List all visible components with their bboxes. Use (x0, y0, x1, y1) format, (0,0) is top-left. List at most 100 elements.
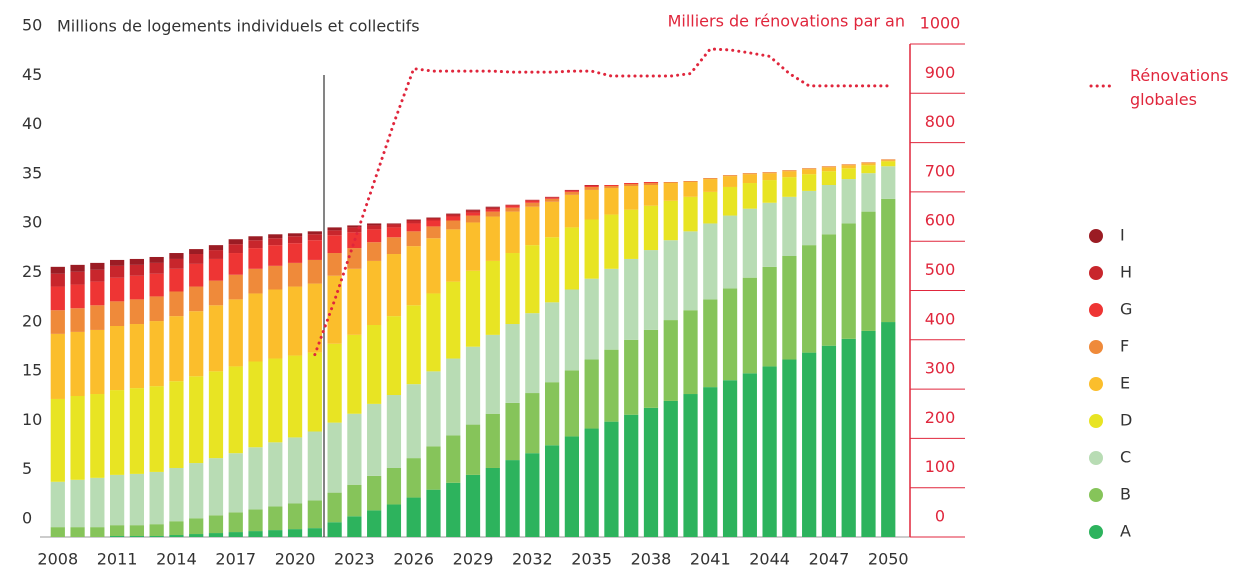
bar-segment (109, 265, 125, 278)
bar-segment (564, 436, 580, 537)
bar-segment (129, 275, 145, 300)
bar-segment (465, 215, 481, 223)
bar-segment (505, 460, 520, 537)
bar-segment (683, 310, 698, 395)
bar-segment (485, 467, 500, 537)
y-tick-label: 50 (22, 16, 42, 35)
bar-segment (564, 194, 580, 228)
bar-segment (208, 533, 224, 537)
bar-segment (189, 463, 204, 519)
legend-label: C (1120, 448, 1131, 467)
legend-label: H (1120, 263, 1132, 282)
bar-segment (208, 245, 224, 251)
bar-segment (446, 214, 461, 217)
bar-segment (742, 174, 757, 184)
bar-segment (703, 223, 718, 300)
bar-segment (722, 380, 738, 537)
bar-segment (485, 260, 500, 335)
legend-swatch (1089, 229, 1103, 243)
bar-segment (169, 381, 184, 468)
bar-segment (149, 386, 164, 472)
bar-segment (861, 330, 876, 537)
bar-segment (505, 402, 520, 461)
legend-swatch (1089, 414, 1103, 428)
x-tick-label: 2047 (809, 550, 850, 569)
y2-tick-label: 200 (925, 408, 956, 427)
bar-segment (406, 231, 421, 247)
bar-segment (228, 253, 243, 275)
bar-segment (604, 184, 619, 186)
bar-segment (50, 266, 65, 274)
bar-segment (841, 179, 856, 224)
bar-segment (268, 234, 283, 239)
x-tick-label: 2032 (512, 550, 553, 569)
bar-segment (762, 173, 777, 181)
y2-tick-label: 300 (925, 359, 956, 378)
bar-segment (663, 200, 678, 241)
bar-segment (169, 521, 184, 536)
bar-segment (189, 534, 204, 537)
bar-segment (129, 299, 145, 325)
bar-segment (485, 206, 500, 208)
bar-segment (821, 184, 837, 235)
bar-segment (129, 525, 145, 537)
bar-segment (643, 182, 659, 184)
bar-segment (782, 170, 797, 172)
legend-swatch (1089, 488, 1103, 502)
bar-segment (287, 243, 303, 263)
bar-segment (189, 249, 204, 255)
bar-segment (446, 281, 461, 359)
bar-segment (367, 403, 382, 476)
bar-segment (643, 205, 659, 251)
bar-segment (50, 527, 65, 537)
bar-segment (584, 186, 599, 190)
bar-segment (287, 437, 303, 504)
bar-segment (70, 527, 85, 537)
bar-segment (268, 238, 283, 246)
x-tick-label: 2050 (868, 550, 909, 569)
bar-segment (446, 482, 461, 537)
x-tick-label: 2011 (97, 550, 138, 569)
bar-segment (782, 177, 797, 197)
x-tick-label: 2041 (690, 550, 731, 569)
bar-segment (624, 209, 639, 259)
bar-segment (228, 532, 243, 537)
bar-segment (129, 473, 145, 526)
bar-segment (70, 271, 85, 285)
bar-segment (446, 358, 461, 436)
x-tick-label: 2008 (37, 550, 78, 569)
bar-segment (208, 371, 224, 459)
bar-segment (70, 331, 85, 397)
bar-segment (50, 481, 65, 528)
bar-segment (663, 183, 678, 201)
y-tick-label: 0 (22, 509, 32, 528)
bar-segment (584, 189, 599, 220)
bar-segment (149, 256, 164, 263)
bar-segment (465, 424, 481, 475)
bar-segment (544, 196, 560, 198)
bar-segment (525, 453, 540, 537)
bar-segment (70, 264, 85, 272)
y2-tick-label: 0 (935, 507, 945, 526)
bar-segment (327, 492, 342, 523)
bar-segment (367, 229, 382, 243)
bar-segment (208, 280, 224, 306)
bar-segment (90, 477, 105, 528)
bar-segment (426, 220, 441, 227)
bar-segment (248, 240, 263, 249)
bar-segment (762, 172, 777, 174)
bar-segment (109, 474, 125, 526)
bar-segment (406, 223, 421, 232)
bar-segment (307, 352, 322, 432)
bar-segment (169, 268, 184, 292)
bar-segment (722, 186, 738, 216)
bar-segment (90, 305, 105, 330)
bar-segment (50, 310, 65, 334)
bar-segment (861, 173, 876, 212)
legend-swatch (1089, 266, 1103, 280)
bar-segment (544, 237, 560, 303)
bar-segment (465, 346, 481, 425)
bar-segment (307, 240, 322, 260)
bar-segment (604, 187, 619, 215)
bar-segment (584, 219, 599, 279)
